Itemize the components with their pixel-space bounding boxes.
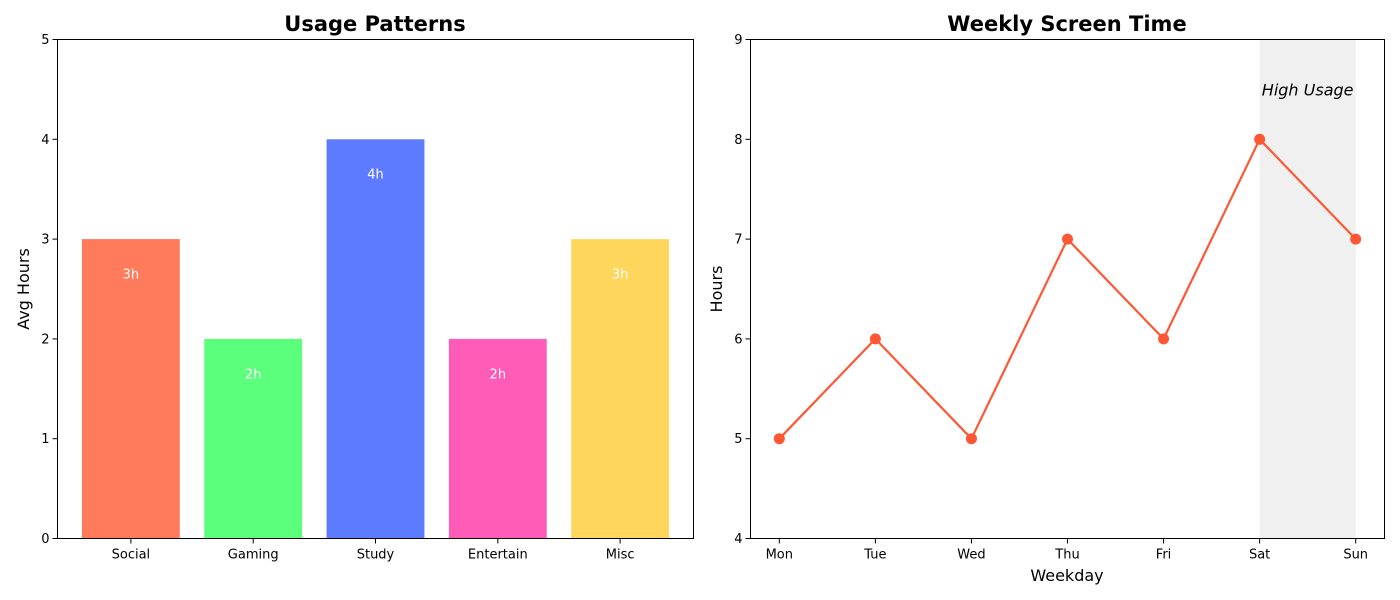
point-thu xyxy=(1062,233,1073,245)
y-axis-label: Hours xyxy=(707,266,726,313)
chart-title: Weekly Screen Time xyxy=(947,12,1186,36)
y-tick-label: 1 xyxy=(41,432,49,447)
x-tick-label: Entertain xyxy=(468,548,528,563)
y-tick-label: 5 xyxy=(734,432,742,447)
y-tick-label: 7 xyxy=(734,233,742,248)
y-axis-label: Avg Hours xyxy=(14,248,33,330)
highlight-layer: High Usage xyxy=(1259,39,1356,539)
bar-data-label: 2h xyxy=(490,367,507,382)
y-ticks: 4 5 6 7 8 9 xyxy=(734,33,751,547)
point-tue xyxy=(869,333,881,345)
x-ticks: Social Gaming Study Entertain Misc xyxy=(112,538,635,563)
y-tick-label: 4 xyxy=(41,133,49,148)
x-tick-label: Study xyxy=(357,548,395,563)
bar-data-label: 2h xyxy=(245,367,262,382)
bar-data-label: 4h xyxy=(367,168,384,183)
line-layer xyxy=(773,133,1362,445)
y-tick-label: 8 xyxy=(734,133,742,148)
bar-gaming xyxy=(204,338,303,539)
x-tick-label: Fri xyxy=(1156,548,1172,563)
x-tick-label: Tue xyxy=(863,548,886,563)
point-mon xyxy=(773,433,785,445)
high-usage-annotation: High Usage xyxy=(1262,80,1354,99)
bar-social xyxy=(81,239,180,539)
x-axis-label: Weekday xyxy=(1030,566,1103,585)
bar-data-label: 3h xyxy=(612,268,629,283)
x-tick-label: Gaming xyxy=(228,548,279,563)
y-tick-label: 6 xyxy=(734,332,742,347)
point-sun xyxy=(1350,233,1362,245)
point-fri xyxy=(1158,333,1170,345)
y-tick-label: 4 xyxy=(734,532,742,547)
y-tick-label: 9 xyxy=(734,33,742,48)
x-tick-label: Thu xyxy=(1054,548,1079,563)
point-sat xyxy=(1254,133,1266,145)
bar-study xyxy=(326,139,425,539)
y-ticks: 0 1 2 3 4 5 xyxy=(41,33,58,547)
y-tick-label: 3 xyxy=(41,233,49,248)
bar-data-label: 3h xyxy=(123,268,140,283)
weekly-screen-time-chart: Weekly Screen Time High Usage 4 5 6 7 8 9 Mon… xyxy=(707,12,1385,585)
y-tick-label: 5 xyxy=(41,33,49,48)
x-tick-label: Sun xyxy=(1343,548,1368,563)
x-tick-label: Mon xyxy=(766,548,793,563)
usage-patterns-chart: Usage Patterns 3h 2h 4h 2h 3h 0 1 2 3 4 5 Social G… xyxy=(14,12,694,563)
y-tick-label: 2 xyxy=(41,332,49,347)
x-tick-label: Wed xyxy=(957,548,985,563)
bar-misc xyxy=(571,239,670,539)
x-tick-label: Misc xyxy=(606,548,635,563)
bars-layer: 3h 2h 4h 2h 3h xyxy=(81,139,670,539)
bar-entertain xyxy=(448,338,547,539)
x-ticks: Mon Tue Wed Thu Fri Sat Sun xyxy=(766,538,1368,563)
x-tick-label: Social xyxy=(112,548,151,563)
chart-title: Usage Patterns xyxy=(284,12,465,36)
point-wed xyxy=(965,433,977,445)
x-tick-label: Sat xyxy=(1249,548,1270,563)
y-tick-label: 0 xyxy=(41,532,49,547)
high-usage-band xyxy=(1259,39,1356,539)
